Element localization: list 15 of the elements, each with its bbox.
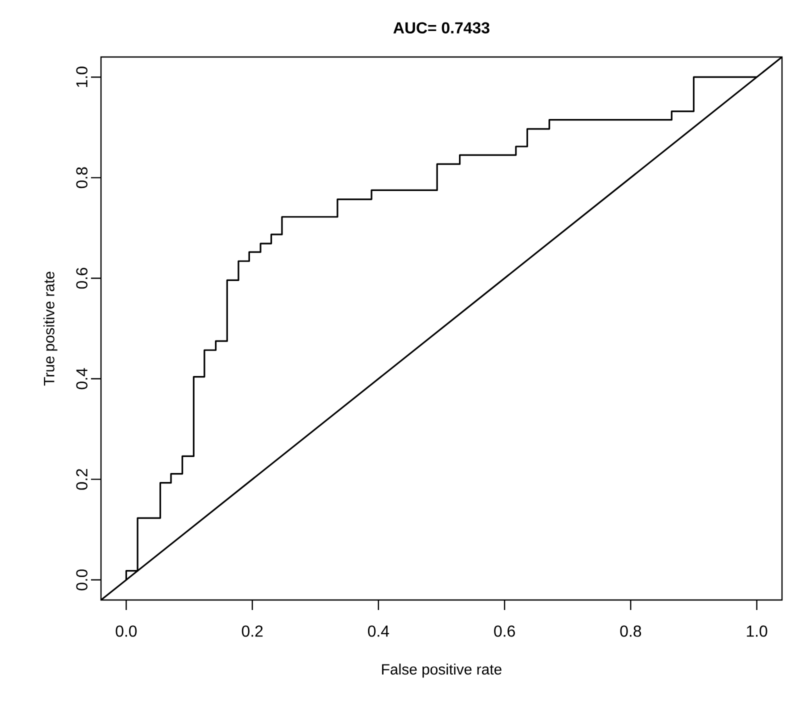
x-tick-label: 0.4 — [368, 626, 390, 637]
y-tick-label: 0.0 — [76, 569, 88, 590]
x-tick-label: 0.2 — [242, 626, 263, 637]
x-axis-title: False positive rate — [382, 664, 502, 678]
chart-title: AUC= 0.7433 — [393, 22, 490, 34]
y-axis-title: True positive rate — [43, 272, 58, 386]
x-tick-label: 1.0 — [746, 626, 768, 637]
y-tick-label: 0.4 — [76, 368, 88, 390]
x-tick-label: 0.6 — [494, 626, 515, 637]
y-tick-label: 1.0 — [76, 66, 88, 87]
y-tick-label: 0.8 — [76, 167, 88, 188]
y-tick-label: 0.2 — [76, 469, 88, 490]
y-tick-label: 0.6 — [76, 268, 88, 289]
x-tick-label: 0.0 — [116, 626, 137, 637]
x-tick-label: 0.8 — [620, 626, 642, 637]
